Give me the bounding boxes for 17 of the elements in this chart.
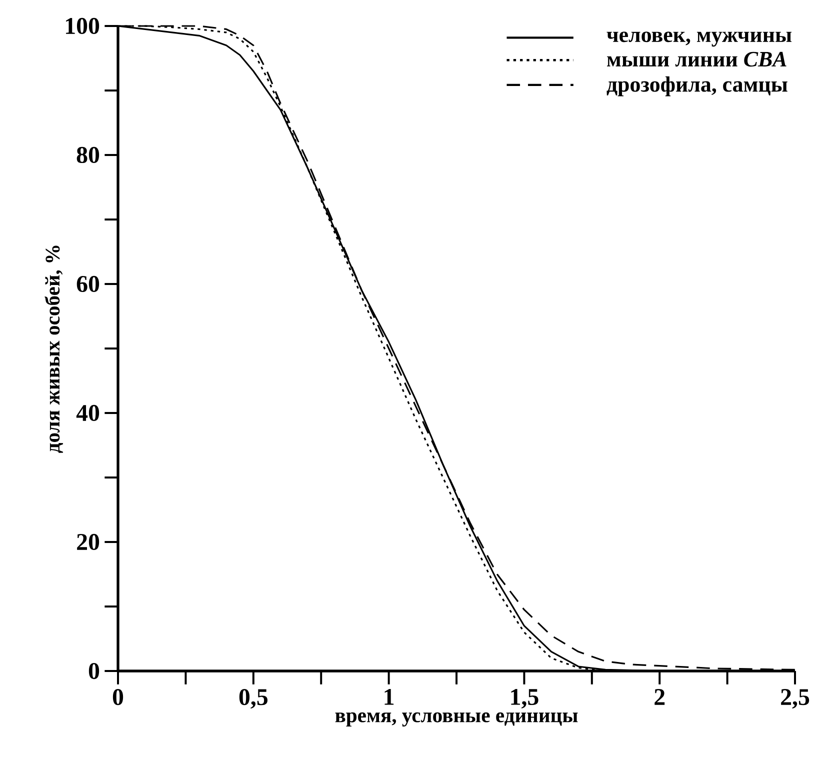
y-tick-label: 100 <box>66 18 100 34</box>
x-tick-label: 2 <box>654 689 665 705</box>
y-tick-label: 0 <box>88 662 100 680</box>
y-axis-title: доля живых особей, % <box>44 246 63 453</box>
legend-label: мыши линии CBA <box>607 52 786 67</box>
x-tick-label: 1 <box>384 689 394 705</box>
x-tick-label: 1,5 <box>511 689 538 709</box>
legend-label: человек, мужчины <box>606 32 792 47</box>
y-tick-label: 40 <box>76 404 100 422</box>
x-axis-title: время, условные единицы <box>335 712 578 727</box>
y-tick-label: 60 <box>76 276 100 292</box>
x-tick-label: 0,5 <box>239 689 268 709</box>
y-tick-label: 80 <box>76 146 100 164</box>
legend-label: дрозофила, самцы <box>606 76 788 96</box>
y-tick-label: 20 <box>77 534 100 550</box>
x-tick-label: 2,5 <box>781 689 810 709</box>
x-tick-label: 0 <box>112 689 124 706</box>
